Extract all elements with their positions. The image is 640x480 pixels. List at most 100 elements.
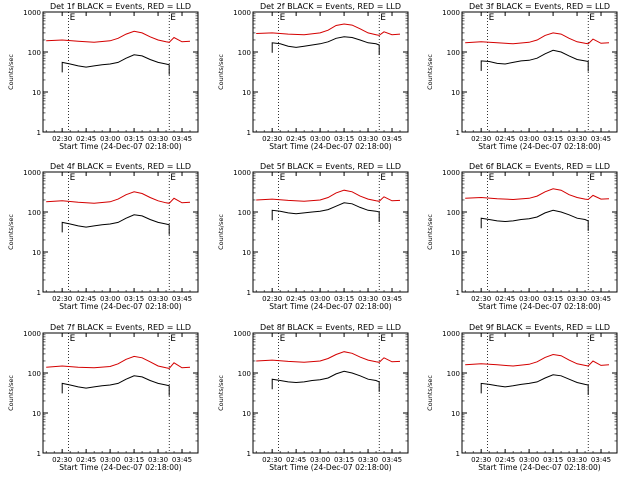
x-tick-label: 03:15 xyxy=(543,295,563,303)
y-tick-label: 100 xyxy=(238,49,251,57)
y-tick-label: 1 xyxy=(247,129,251,137)
x-tick-label: 03:30 xyxy=(358,295,378,303)
x-axis-label: Start Time (24-Dec-07 02:18:00) xyxy=(269,463,391,472)
panel-det-3: Det 3f BLACK = Events, RED = LLD 1 10 100 10… xyxy=(426,2,618,151)
marker-label: E xyxy=(380,13,386,23)
y-tick-label: 1 xyxy=(37,289,41,297)
series-line-lld xyxy=(465,32,610,45)
y-tick-label: 10 xyxy=(451,89,460,97)
plot-frame xyxy=(42,11,199,133)
series-line-events xyxy=(480,209,589,231)
y-tick-label: 10 xyxy=(32,249,41,257)
x-tick-label: 02:30 xyxy=(471,135,491,143)
x-tick-label: 03:45 xyxy=(382,135,402,143)
x-tick-label: 03:30 xyxy=(358,135,378,143)
y-axis-label: Counts/sec xyxy=(7,375,15,411)
y-tick-label: 1 xyxy=(456,450,460,458)
series-line-lld xyxy=(465,188,610,201)
x-tick-label: 03:15 xyxy=(124,456,144,464)
x-tick-label: 03:00 xyxy=(519,295,539,303)
series-line-events xyxy=(61,54,170,75)
panel-title: Det 7f BLACK = Events, RED = LLD xyxy=(50,323,191,332)
plot-frame xyxy=(42,171,199,293)
y-tick-label: 1000 xyxy=(442,9,460,17)
series-line-events xyxy=(480,374,589,395)
panel-det-6: Det 6f BLACK = Events, RED = LLD 1 10 100 10… xyxy=(426,162,618,311)
y-tick-label: 1000 xyxy=(442,330,460,338)
y-tick-label: 1 xyxy=(456,129,460,137)
series-line-lld xyxy=(256,351,401,363)
marker-label: E xyxy=(280,173,286,183)
series-line-lld xyxy=(256,23,401,36)
y-tick-label: 10 xyxy=(32,410,41,418)
y-tick-label: 1000 xyxy=(23,9,41,17)
plot-frame xyxy=(461,171,618,293)
x-tick-label: 02:30 xyxy=(262,135,282,143)
panel-title: Det 3f BLACK = Events, RED = LLD xyxy=(469,2,610,11)
x-tick-label: 03:45 xyxy=(172,135,192,143)
y-tick-label: 1000 xyxy=(23,330,41,338)
series-line-events xyxy=(271,36,380,55)
series-line-lld xyxy=(465,353,610,367)
marker-label: E xyxy=(589,13,595,23)
x-tick-label: 02:45 xyxy=(495,456,515,464)
x-tick-label: 03:45 xyxy=(172,456,192,464)
x-axis-label: Start Time (24-Dec-07 02:18:00) xyxy=(269,142,391,151)
panel-det-8: Det 8f BLACK = Events, RED = LLD 1 10 100 10… xyxy=(217,323,409,472)
x-tick-label: 03:15 xyxy=(543,456,563,464)
y-axis-label: Counts/sec xyxy=(426,375,434,411)
x-tick-label: 03:00 xyxy=(100,456,120,464)
x-tick-label: 02:30 xyxy=(52,295,72,303)
y-tick-label: 1000 xyxy=(233,330,251,338)
x-tick-label: 02:45 xyxy=(286,295,306,303)
series-line-events xyxy=(61,214,170,235)
x-tick-label: 03:00 xyxy=(310,456,330,464)
panel-title: Det 8f BLACK = Events, RED = LLD xyxy=(260,323,401,332)
y-axis-label: Counts/sec xyxy=(7,214,15,250)
y-tick-label: 1 xyxy=(247,450,251,458)
series-line-lld xyxy=(46,191,191,204)
y-axis-label: Counts/sec xyxy=(217,54,225,90)
x-tick-label: 03:45 xyxy=(591,295,611,303)
panel-det-1: Det 1f BLACK = Events, RED = LLD 1 10 100 10… xyxy=(7,2,199,151)
x-tick-label: 03:15 xyxy=(124,135,144,143)
series-line-lld xyxy=(46,30,191,43)
y-tick-label: 1000 xyxy=(23,169,41,177)
x-axis-label: Start Time (24-Dec-07 02:18:00) xyxy=(478,142,600,151)
marker-label: E xyxy=(280,13,286,23)
y-tick-label: 1 xyxy=(37,129,41,137)
y-tick-label: 10 xyxy=(32,89,41,97)
x-tick-label: 03:15 xyxy=(334,295,354,303)
series-line-events xyxy=(271,370,380,392)
plot-frame xyxy=(42,332,199,454)
x-tick-label: 03:30 xyxy=(148,456,168,464)
marker-label: E xyxy=(170,13,176,23)
x-tick-label: 03:00 xyxy=(310,295,330,303)
y-tick-label: 1 xyxy=(456,289,460,297)
y-tick-label: 10 xyxy=(242,410,251,418)
x-tick-label: 02:45 xyxy=(76,456,96,464)
x-tick-label: 02:30 xyxy=(471,295,491,303)
y-tick-label: 1 xyxy=(247,289,251,297)
x-tick-label: 02:45 xyxy=(286,135,306,143)
x-tick-label: 03:45 xyxy=(172,295,192,303)
x-tick-label: 02:45 xyxy=(286,456,306,464)
x-tick-label: 02:45 xyxy=(76,135,96,143)
x-tick-label: 02:45 xyxy=(495,295,515,303)
y-tick-label: 1000 xyxy=(233,9,251,17)
marker-label: E xyxy=(489,13,495,23)
x-axis-label: Start Time (24-Dec-07 02:18:00) xyxy=(478,463,600,472)
x-axis-label: Start Time (24-Dec-07 02:18:00) xyxy=(59,302,181,311)
panel-title: Det 1f BLACK = Events, RED = LLD xyxy=(50,2,191,11)
y-tick-label: 100 xyxy=(447,370,460,378)
x-tick-label: 03:00 xyxy=(100,295,120,303)
x-tick-label: 03:30 xyxy=(567,456,587,464)
y-tick-label: 100 xyxy=(28,209,41,217)
x-tick-label: 03:30 xyxy=(567,295,587,303)
plot-frame xyxy=(252,11,409,133)
y-tick-label: 100 xyxy=(238,370,251,378)
x-tick-label: 02:30 xyxy=(471,456,491,464)
y-axis-label: Counts/sec xyxy=(426,214,434,250)
y-tick-label: 1000 xyxy=(233,169,251,177)
